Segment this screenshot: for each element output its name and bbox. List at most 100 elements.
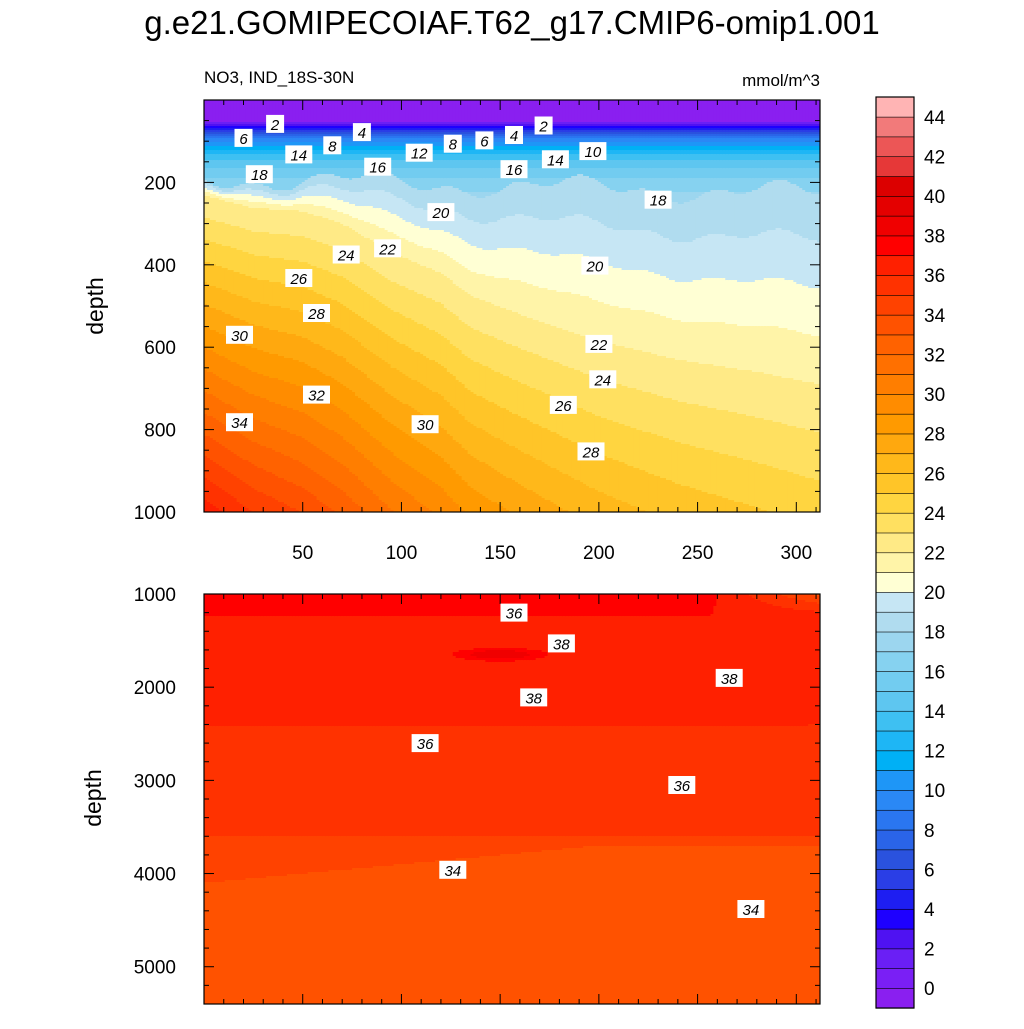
upper-x-tick-label: 300 bbox=[780, 543, 812, 564]
colorbar-tick-label: 36 bbox=[924, 266, 945, 287]
lower-y-axis-label: depth bbox=[80, 769, 106, 827]
subtitle-variable: NO3, IND_18S-30N bbox=[204, 68, 354, 87]
lower-contour-label: 38 bbox=[548, 634, 575, 653]
colorbar-tick-label: 20 bbox=[924, 583, 945, 604]
upper-contour-label: 18 bbox=[645, 191, 672, 210]
colorbar-tick-label: 8 bbox=[924, 821, 935, 842]
colorbar-swatch bbox=[876, 453, 914, 473]
colorbar-tick-label: 14 bbox=[924, 702, 946, 723]
upper-contour-label: 30 bbox=[412, 415, 439, 434]
colorbar-swatch bbox=[876, 156, 914, 176]
upper-contour-label: 4 bbox=[353, 123, 371, 142]
colorbar-swatch bbox=[876, 830, 914, 850]
lower-contour-label: 36 bbox=[501, 604, 528, 623]
upper-contour-label: 22 bbox=[585, 335, 612, 354]
upper-y-tick-label: 600 bbox=[144, 338, 176, 359]
upper-contour-label: 34 bbox=[226, 413, 253, 432]
colorbar-tick-label: 42 bbox=[924, 147, 945, 168]
colorbar-swatch bbox=[876, 176, 914, 196]
upper-contour-label: 20 bbox=[581, 257, 608, 276]
upper-contour-label: 20 bbox=[427, 203, 454, 222]
colorbar-tick-label: 44 bbox=[924, 108, 946, 129]
colorbar-tick-label: 18 bbox=[924, 623, 945, 644]
colorbar-tick-label: 34 bbox=[924, 306, 946, 327]
colorbar-swatch bbox=[876, 533, 914, 553]
lower-contour-label: 34 bbox=[737, 900, 764, 919]
colorbar-tick-label: 10 bbox=[924, 781, 945, 802]
upper-contour-label: 28 bbox=[578, 442, 605, 461]
colorbar-swatch bbox=[876, 711, 914, 731]
colorbar-swatch bbox=[876, 196, 914, 216]
upper-x-tick-label: 150 bbox=[484, 543, 516, 564]
colorbar-swatch bbox=[876, 434, 914, 454]
lower-y-tick-label: 5000 bbox=[134, 958, 176, 979]
colorbar-swatch bbox=[876, 117, 914, 137]
colorbar-swatch bbox=[876, 929, 914, 949]
colorbar-swatch bbox=[876, 949, 914, 969]
colorbar: 0246810121416182022242628303234363840424… bbox=[876, 97, 946, 1008]
lower-contour-label: 38 bbox=[716, 669, 743, 688]
upper-contour-label: 18 bbox=[246, 165, 273, 184]
colorbar-tick-label: 28 bbox=[924, 425, 945, 446]
upper-contour-label: 26 bbox=[285, 269, 312, 288]
colorbar-swatch bbox=[876, 275, 914, 295]
colorbar-tick-label: 2 bbox=[924, 940, 935, 961]
colorbar-swatch bbox=[876, 790, 914, 810]
upper-x-tick-label: 100 bbox=[386, 543, 418, 564]
colorbar-swatch bbox=[876, 968, 914, 988]
colorbar-swatch bbox=[876, 493, 914, 513]
colorbar-swatch bbox=[876, 691, 914, 711]
colorbar-swatch bbox=[876, 137, 914, 157]
colorbar-tick-label: 22 bbox=[924, 544, 945, 565]
colorbar-swatch bbox=[876, 731, 914, 751]
colorbar-swatch bbox=[876, 374, 914, 394]
colorbar-swatch bbox=[876, 652, 914, 672]
colorbar-swatch bbox=[876, 869, 914, 889]
colorbar-swatch bbox=[876, 513, 914, 533]
upper-x-tick-label: 200 bbox=[583, 543, 615, 564]
colorbar-swatch bbox=[876, 909, 914, 929]
upper-contour-label: 24 bbox=[589, 370, 616, 389]
upper-contour-label: 6 bbox=[475, 131, 493, 150]
subtitle-units: mmol/m^3 bbox=[742, 71, 820, 90]
upper-y-tick-label: 200 bbox=[144, 173, 176, 194]
colorbar-swatch bbox=[876, 394, 914, 414]
colorbar-tick-label: 12 bbox=[924, 742, 945, 763]
colorbar-tick-label: 16 bbox=[924, 662, 945, 683]
lower-y-tick-label: 1000 bbox=[134, 585, 176, 606]
upper-x-tick-label: 250 bbox=[682, 543, 714, 564]
colorbar-swatch bbox=[876, 553, 914, 573]
colorbar-swatch bbox=[876, 216, 914, 236]
colorbar-swatch bbox=[876, 850, 914, 870]
colorbar-tick-label: 26 bbox=[924, 464, 945, 485]
upper-x-tick-label: 50 bbox=[292, 543, 313, 564]
upper-contour-label: 2 bbox=[266, 115, 284, 134]
lower-y-tick-label: 2000 bbox=[134, 678, 176, 699]
upper-y-tick-label: 800 bbox=[144, 421, 176, 442]
lower-panel bbox=[204, 594, 821, 1005]
upper-contour-label: 8 bbox=[323, 136, 341, 155]
colorbar-swatch bbox=[876, 592, 914, 612]
colorbar-swatch bbox=[876, 414, 914, 434]
colorbar-swatch bbox=[876, 770, 914, 790]
colorbar-tick-label: 30 bbox=[924, 385, 945, 406]
colorbar-swatch bbox=[876, 315, 914, 335]
colorbar-tick-label: 32 bbox=[924, 346, 945, 367]
colorbar-tick-label: 38 bbox=[924, 227, 945, 248]
colorbar-swatch bbox=[876, 354, 914, 374]
colorbar-tick-label: 40 bbox=[924, 187, 945, 208]
colorbar-swatch bbox=[876, 236, 914, 256]
upper-contour-label: 14 bbox=[285, 145, 312, 164]
upper-contour-label: 10 bbox=[579, 142, 606, 161]
upper-contour-label: 6 bbox=[235, 129, 253, 148]
lower-contour-label: 36 bbox=[412, 734, 439, 753]
colorbar-swatch bbox=[876, 671, 914, 691]
colorbar-swatch bbox=[876, 751, 914, 771]
upper-y-tick-label: 1000 bbox=[134, 503, 176, 524]
upper-contour-label: 12 bbox=[406, 144, 433, 163]
colorbar-swatch bbox=[876, 612, 914, 632]
upper-contour-label: 24 bbox=[333, 246, 360, 265]
upper-contour-label: 8 bbox=[444, 135, 462, 154]
